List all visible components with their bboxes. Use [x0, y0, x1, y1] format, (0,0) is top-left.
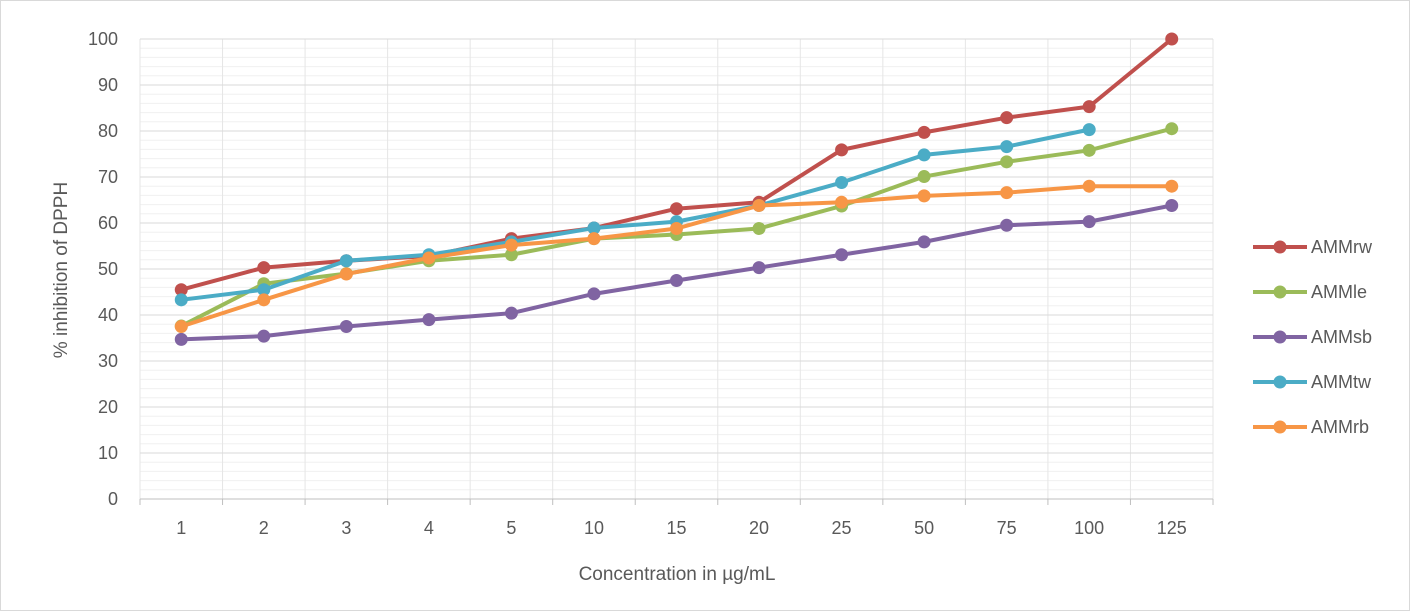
data-point — [1082, 100, 1096, 114]
data-point — [670, 202, 683, 216]
data-point — [1165, 122, 1179, 136]
data-point — [339, 254, 353, 268]
series-AMMsb — [174, 199, 1179, 346]
data-point — [1000, 111, 1014, 125]
data-point — [422, 251, 436, 265]
y-tick-label: 80 — [98, 121, 118, 141]
legend-label: AMMrb — [1311, 417, 1369, 437]
legend: AMMrw AMMle AMMsb AMMtw AMMrb — [1253, 237, 1373, 437]
x-tick-label: 5 — [506, 518, 516, 538]
legend-item: AMMle — [1253, 282, 1367, 302]
data-point — [257, 283, 271, 297]
data-point — [257, 261, 271, 275]
x-tick-label: 75 — [997, 518, 1017, 538]
legend-swatch-marker — [1273, 330, 1287, 344]
legend-item: AMMrb — [1253, 417, 1369, 437]
x-tick-label: 4 — [424, 518, 434, 538]
legend-label: AMMrw — [1311, 237, 1373, 257]
data-point — [257, 293, 271, 307]
data-point — [752, 222, 766, 236]
x-tick-label: 20 — [749, 518, 769, 538]
y-tick-label: 10 — [98, 443, 118, 463]
data-point — [670, 222, 683, 236]
legend-label: AMMtw — [1311, 372, 1372, 392]
x-tick-label: 100 — [1074, 518, 1104, 538]
data-point — [174, 332, 188, 346]
x-tick-label: 15 — [666, 518, 686, 538]
data-point — [504, 248, 518, 262]
legend-swatch-marker — [1273, 240, 1287, 254]
y-tick-label: 40 — [98, 305, 118, 325]
legend-item: AMMrw — [1253, 237, 1373, 257]
data-point — [587, 287, 601, 301]
data-point — [752, 199, 766, 213]
data-point — [835, 195, 849, 209]
legend-label: AMMle — [1311, 282, 1367, 302]
legend-swatch-marker — [1273, 420, 1287, 434]
data-point — [1000, 186, 1014, 200]
data-point — [339, 267, 353, 281]
data-point — [504, 238, 518, 252]
data-point — [587, 221, 601, 235]
data-point — [1165, 179, 1179, 193]
x-tick-label: 2 — [259, 518, 269, 538]
data-point — [1000, 140, 1014, 154]
x-tick-label: 50 — [914, 518, 934, 538]
legend-swatch-marker — [1273, 375, 1287, 389]
y-tick-label: 60 — [98, 213, 118, 233]
y-tick-label: 20 — [98, 397, 118, 417]
data-point — [1082, 215, 1096, 229]
series-line — [179, 127, 1092, 302]
data-point — [835, 248, 849, 262]
data-point — [422, 313, 436, 327]
x-axis-title: Concentration in µg/mL — [579, 564, 776, 585]
y-tick-label: 70 — [98, 167, 118, 187]
data-point — [1165, 199, 1179, 213]
data-point — [174, 320, 188, 333]
data-point — [835, 143, 849, 157]
data-point — [917, 125, 931, 139]
data-point — [504, 306, 518, 320]
x-tick-label: 1 — [176, 518, 186, 538]
y-tick-label: 0 — [108, 489, 118, 509]
data-point — [752, 261, 766, 275]
data-point — [1082, 179, 1096, 193]
legend-swatch-marker — [1273, 285, 1287, 299]
x-tick-label: 125 — [1157, 518, 1187, 538]
data-point — [917, 170, 931, 184]
x-tick-label: 3 — [341, 518, 351, 538]
data-point — [1165, 32, 1179, 46]
data-point — [174, 293, 188, 307]
y-axis-title: % inhibition of DPPH — [51, 182, 72, 358]
data-point — [1082, 123, 1096, 137]
gridlines — [139, 38, 1214, 500]
data-point — [174, 283, 188, 297]
data-point — [835, 176, 849, 190]
x-tick-label: 10 — [584, 518, 604, 538]
data-point — [917, 148, 931, 162]
legend-label: AMMsb — [1311, 327, 1372, 347]
series — [174, 32, 1179, 346]
data-point — [917, 189, 931, 203]
data-point — [670, 274, 683, 287]
y-tick-label: 90 — [98, 75, 118, 95]
data-point — [587, 232, 601, 246]
data-point — [917, 235, 931, 249]
x-tick-label: 25 — [832, 518, 852, 538]
data-point — [257, 329, 271, 343]
data-point — [1082, 143, 1096, 157]
y-tick-label: 30 — [98, 351, 118, 371]
y-tick-label: 100 — [88, 29, 118, 49]
y-tick-label: 50 — [98, 259, 118, 279]
legend-item: AMMsb — [1253, 327, 1372, 347]
axes: 0 10 20 30 40 50 60 70 80 90 100 1 2 3 4 5 10 15 20 25 50 75 1… — [88, 29, 1214, 538]
series-AMMrb — [174, 179, 1179, 333]
legend-item: AMMtw — [1253, 372, 1372, 392]
data-point — [339, 320, 353, 333]
data-point — [1000, 218, 1014, 232]
data-point — [1000, 155, 1014, 169]
